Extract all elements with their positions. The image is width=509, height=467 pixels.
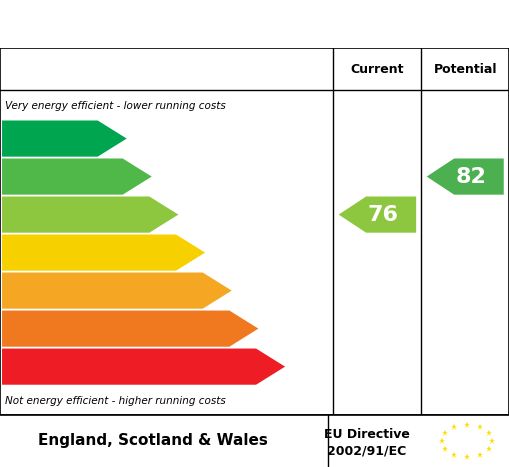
- Text: B: B: [139, 167, 154, 186]
- Polygon shape: [2, 197, 178, 233]
- Polygon shape: [427, 158, 504, 195]
- Text: 2002/91/EC: 2002/91/EC: [327, 445, 406, 458]
- Text: EU Directive: EU Directive: [324, 428, 409, 441]
- Text: (55-68): (55-68): [7, 248, 46, 257]
- Polygon shape: [2, 273, 232, 309]
- Text: (21-38): (21-38): [7, 324, 46, 333]
- Text: England, Scotland & Wales: England, Scotland & Wales: [38, 433, 268, 448]
- Text: 82: 82: [456, 167, 487, 187]
- Text: F: F: [246, 319, 260, 338]
- Polygon shape: [2, 311, 259, 347]
- Text: (69-80): (69-80): [7, 210, 46, 219]
- Polygon shape: [2, 234, 205, 271]
- Text: E: E: [220, 281, 233, 300]
- Text: Very energy efficient - lower running costs: Very energy efficient - lower running co…: [5, 101, 226, 111]
- Text: (39-54): (39-54): [7, 286, 46, 295]
- Text: Potential: Potential: [434, 63, 497, 76]
- Text: C: C: [166, 205, 180, 224]
- Text: (81-91): (81-91): [7, 172, 47, 181]
- Text: G: G: [272, 357, 288, 376]
- Polygon shape: [2, 158, 152, 195]
- Text: (1-20): (1-20): [7, 362, 40, 371]
- Text: D: D: [192, 243, 208, 262]
- Polygon shape: [2, 348, 285, 385]
- Text: 76: 76: [367, 205, 399, 225]
- Polygon shape: [2, 120, 127, 156]
- Text: Current: Current: [351, 63, 404, 76]
- Polygon shape: [338, 197, 416, 233]
- Text: Energy Efficiency Rating: Energy Efficiency Rating: [10, 12, 336, 36]
- Text: Not energy efficient - higher running costs: Not energy efficient - higher running co…: [5, 396, 226, 406]
- Text: A: A: [114, 129, 129, 148]
- Text: (92+): (92+): [7, 134, 37, 143]
